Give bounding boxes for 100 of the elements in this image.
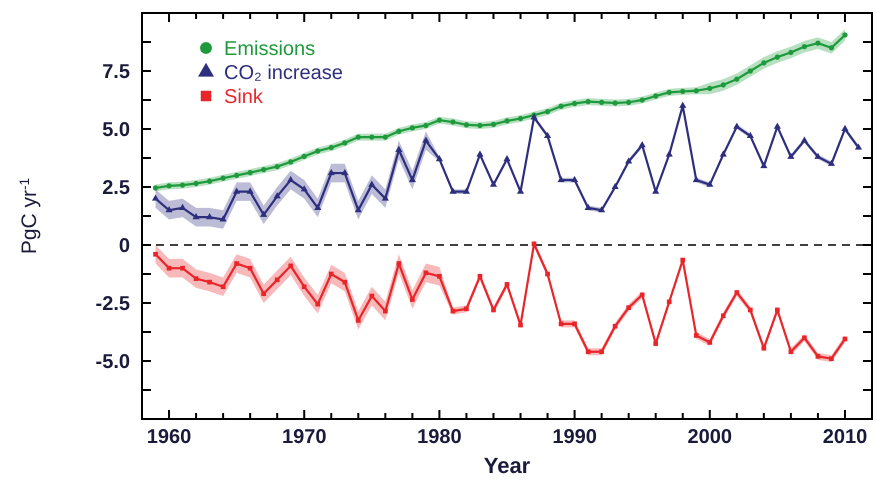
point — [382, 134, 388, 140]
point — [396, 261, 402, 266]
point — [599, 349, 604, 354]
point — [274, 164, 280, 170]
point — [598, 206, 606, 212]
point — [220, 284, 226, 290]
point — [450, 119, 456, 125]
point — [802, 335, 807, 340]
point — [248, 266, 252, 271]
x-tick-label: 1990 — [552, 426, 597, 448]
point — [449, 188, 456, 194]
point — [152, 185, 158, 191]
point — [842, 32, 848, 38]
point — [558, 322, 564, 326]
point — [841, 124, 849, 132]
x-axis-title: Year — [484, 453, 531, 478]
point — [382, 308, 388, 314]
point — [571, 176, 578, 182]
point — [816, 354, 820, 359]
point — [356, 318, 361, 323]
point — [612, 324, 618, 329]
point — [787, 152, 794, 159]
point — [815, 40, 821, 46]
point — [666, 90, 672, 95]
point — [707, 340, 712, 345]
point — [720, 313, 726, 318]
point — [368, 180, 376, 187]
point — [354, 206, 362, 212]
point — [302, 154, 307, 160]
point — [788, 50, 794, 56]
point — [302, 284, 307, 290]
point — [462, 188, 470, 194]
y-tick-label: -5.0 — [96, 351, 130, 373]
point — [707, 86, 712, 92]
point — [342, 280, 348, 284]
point — [233, 188, 240, 194]
point — [734, 290, 740, 295]
point — [626, 305, 632, 310]
point — [328, 272, 334, 276]
y-tick-label: 5.0 — [102, 119, 130, 141]
point — [504, 282, 510, 287]
point — [748, 68, 753, 74]
point — [748, 308, 753, 312]
point — [410, 297, 415, 302]
point — [261, 291, 266, 296]
point — [234, 172, 240, 178]
point — [436, 155, 443, 162]
point — [288, 159, 294, 165]
point — [152, 194, 160, 201]
point — [328, 144, 334, 150]
point — [194, 276, 198, 281]
point — [192, 213, 200, 220]
point — [234, 261, 239, 266]
point — [206, 213, 214, 220]
y-tick-label: 0 — [118, 235, 130, 257]
point — [640, 97, 645, 103]
point — [328, 168, 335, 176]
point — [424, 270, 428, 276]
point — [544, 108, 550, 114]
point — [612, 100, 618, 106]
point — [437, 274, 442, 279]
y-tick-label: -2.5 — [96, 293, 130, 315]
point — [260, 210, 268, 217]
point — [516, 188, 524, 194]
point — [760, 162, 768, 168]
point — [774, 54, 780, 60]
point — [640, 292, 645, 298]
point — [342, 140, 348, 146]
point — [153, 252, 158, 257]
point — [746, 132, 754, 138]
point — [315, 302, 320, 307]
point — [165, 206, 173, 212]
point — [666, 299, 672, 304]
point — [261, 166, 266, 172]
point — [545, 272, 550, 276]
point — [464, 122, 470, 128]
x-tick-label: 1970 — [282, 426, 326, 448]
point — [626, 100, 632, 105]
point — [491, 308, 496, 312]
point — [652, 188, 660, 194]
point — [166, 266, 172, 271]
point — [854, 143, 862, 150]
point — [315, 148, 320, 154]
point — [206, 178, 212, 184]
point — [800, 136, 808, 143]
point — [476, 150, 484, 157]
point — [828, 45, 834, 50]
point — [692, 176, 700, 182]
point — [341, 168, 348, 176]
legend-label: Emissions — [224, 38, 316, 60]
point — [762, 346, 766, 351]
point — [625, 157, 632, 164]
legend-label: CO₂ increase — [224, 62, 343, 84]
point — [207, 280, 212, 284]
point — [706, 180, 714, 187]
point — [828, 160, 836, 166]
point — [490, 180, 498, 187]
point — [774, 122, 781, 129]
legend-label: Sink — [224, 86, 264, 108]
point — [694, 88, 699, 94]
